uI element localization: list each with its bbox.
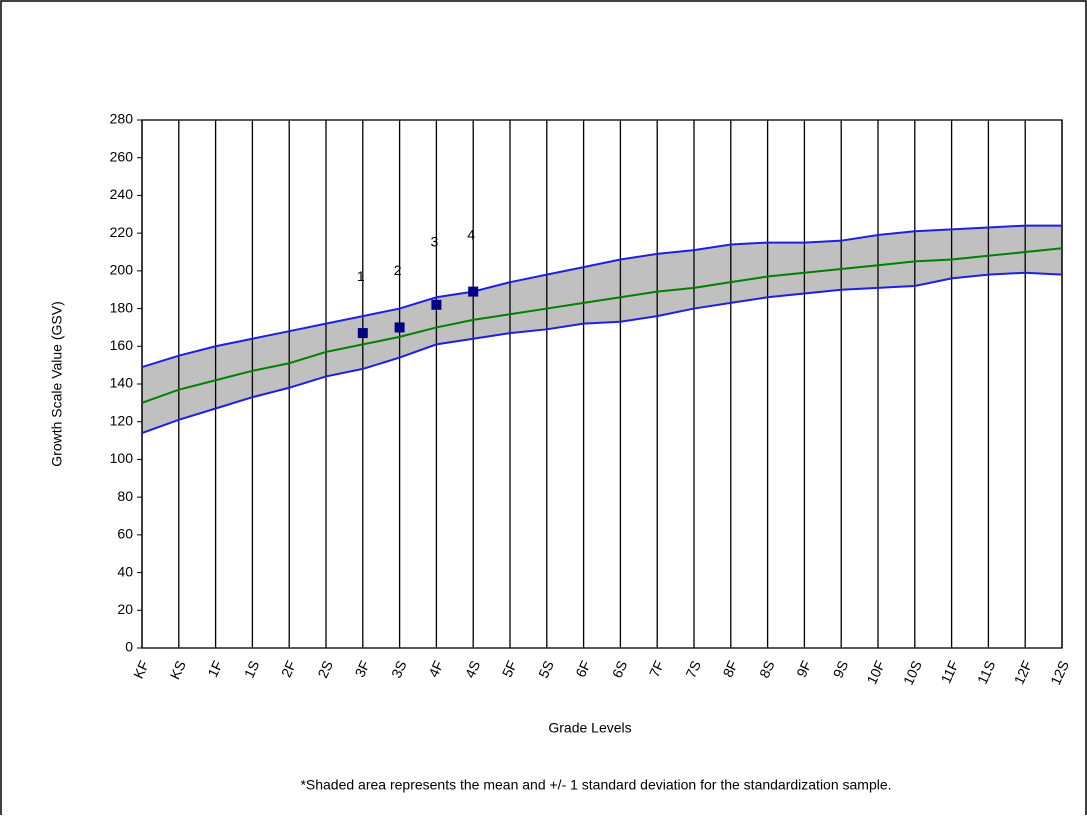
y-tick-label: 40 xyxy=(117,563,133,579)
data-point xyxy=(357,328,368,339)
footnote: *Shaded area represents the mean and +/-… xyxy=(300,777,891,793)
sd-band xyxy=(142,225,1062,434)
y-tick-label: 20 xyxy=(117,601,133,617)
point-label: 3 xyxy=(431,234,439,250)
x-tick-label: 8F xyxy=(719,658,740,680)
x-tick-label: 6S xyxy=(609,658,631,680)
x-tick-label: 1F xyxy=(204,658,225,680)
point-label: 4 xyxy=(467,226,475,242)
plot-border xyxy=(141,119,1063,649)
x-tick-label: 9S xyxy=(830,658,852,680)
y-tick-label: 140 xyxy=(110,375,134,391)
y-axis-label: Growth Scale Value (GSV) xyxy=(49,301,65,466)
x-tick-label: 9F xyxy=(793,658,814,680)
y-tick-label: 260 xyxy=(110,148,134,164)
y-tick-label: 100 xyxy=(110,450,134,466)
x-tick-label: 5S xyxy=(535,658,557,680)
series-line xyxy=(141,271,1063,434)
y-tick-label: 120 xyxy=(110,412,134,428)
data-point xyxy=(468,286,479,297)
x-tick-label: 6F xyxy=(572,658,593,680)
x-tick-label: 8S xyxy=(756,658,778,680)
point-label: 1 xyxy=(357,268,365,284)
x-tick-label: 2F xyxy=(278,658,299,680)
y-tick-label: 60 xyxy=(117,526,133,542)
x-tick-label: 3S xyxy=(388,658,410,680)
x-tick-label: 4S xyxy=(462,658,484,680)
data-point xyxy=(394,322,405,333)
y-tick-label: 280 xyxy=(110,111,134,127)
point-label: 2 xyxy=(394,262,402,278)
y-tick-label: 240 xyxy=(110,186,134,202)
x-tick-label: KF xyxy=(130,658,152,681)
x-tick-label: KS xyxy=(166,658,188,682)
x-tick-label: 4F xyxy=(425,658,446,680)
x-axis-label: Grade Levels xyxy=(548,720,631,736)
x-tick-label: 7F xyxy=(646,658,667,680)
y-tick-label: 80 xyxy=(117,488,133,504)
x-tick-label: 5F xyxy=(499,658,520,680)
series-line xyxy=(141,224,1062,368)
data-point xyxy=(431,299,442,310)
y-tick-label: 160 xyxy=(110,337,134,353)
y-tick-label: 0 xyxy=(125,639,133,655)
x-tick-label: 2S xyxy=(314,658,336,680)
y-tick-label: 200 xyxy=(110,262,134,278)
x-tick-label: 7S xyxy=(682,658,704,680)
x-tick-label: 1S xyxy=(241,658,263,680)
y-tick-label: 220 xyxy=(110,224,134,240)
x-tick-label: 3F xyxy=(351,658,372,680)
y-tick-label: 180 xyxy=(110,299,134,315)
series-line xyxy=(141,247,1063,404)
